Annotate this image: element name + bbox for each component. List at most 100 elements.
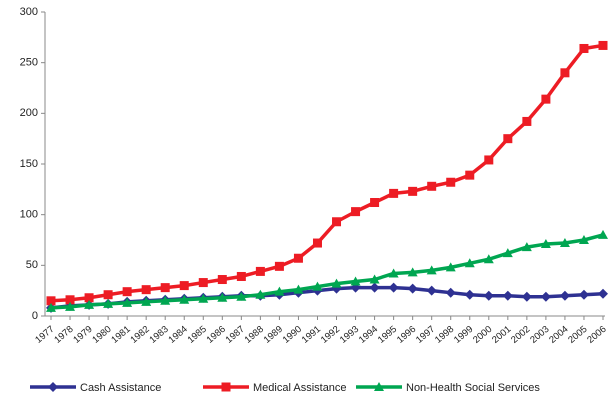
- data-point: [179, 281, 189, 291]
- data-point: [464, 289, 475, 300]
- data-point: [103, 298, 114, 308]
- data-point: [46, 302, 56, 312]
- data-point: [427, 181, 437, 191]
- data-point: [388, 268, 399, 278]
- x-tick-label: 1989: [262, 324, 285, 346]
- data-point: [559, 290, 570, 301]
- data-point: [141, 285, 151, 295]
- x-tick-label: 1991: [300, 324, 323, 346]
- legend-label: Cash Assistance: [80, 382, 161, 394]
- data-point: [331, 278, 342, 288]
- y-tick-label: 200: [20, 107, 38, 119]
- data-point: [160, 295, 171, 305]
- data-point: [578, 235, 589, 244]
- data-point: [141, 296, 152, 306]
- x-tick-label: 1977: [33, 324, 56, 346]
- x-tick-label: 1981: [109, 324, 132, 346]
- legend-marker: [221, 382, 231, 392]
- data-point: [484, 155, 494, 165]
- data-point: [445, 262, 456, 272]
- data-point: [446, 177, 456, 187]
- data-point: [274, 286, 285, 296]
- x-tick-label: 1986: [205, 324, 228, 346]
- data-point: [255, 266, 265, 276]
- data-point: [65, 301, 76, 311]
- data-point: [217, 292, 228, 302]
- data-point: [103, 290, 113, 300]
- data-point: [236, 291, 247, 301]
- data-point: [560, 68, 570, 78]
- data-point: [84, 299, 95, 309]
- data-point: [408, 186, 418, 196]
- data-point: [388, 282, 399, 293]
- data-point: [255, 289, 266, 299]
- data-point: [217, 275, 227, 285]
- data-point: [46, 296, 56, 306]
- data-point: [598, 288, 608, 299]
- data-point: [122, 297, 133, 307]
- data-point: [598, 229, 608, 239]
- data-point: [332, 217, 342, 227]
- x-tick-label: 1980: [90, 324, 113, 346]
- data-point: [521, 291, 532, 302]
- data-point: [198, 278, 208, 288]
- x-tick-label: 1990: [281, 324, 304, 346]
- x-tick-label: 1979: [71, 324, 94, 346]
- x-tick-label: 1999: [452, 324, 475, 346]
- data-point: [445, 287, 456, 298]
- y-tick-label: 150: [20, 158, 38, 170]
- x-tick-label: 2005: [566, 324, 589, 346]
- x-tick-label: 2006: [585, 324, 608, 346]
- x-tick-label: 1988: [243, 324, 266, 346]
- data-point: [312, 281, 323, 291]
- series-line: [50, 43, 604, 303]
- data-point: [559, 238, 570, 248]
- legend-label: Medical Assistance: [253, 382, 347, 394]
- x-tick-label: 1994: [357, 324, 380, 346]
- data-point: [503, 134, 513, 144]
- x-tick-label: 2004: [547, 324, 570, 346]
- x-tick-label: 1983: [147, 324, 170, 346]
- x-tick-label: 1992: [319, 324, 342, 346]
- series-line: [50, 233, 604, 310]
- x-tick-label: 2002: [509, 324, 532, 346]
- x-tick-label: 2000: [471, 324, 494, 346]
- data-point: [426, 265, 437, 275]
- data-point: [84, 293, 94, 303]
- x-tick-label: 1993: [338, 324, 361, 346]
- data-point: [483, 254, 494, 264]
- x-tick-label: 1987: [224, 324, 247, 346]
- legend-marker: [374, 382, 384, 391]
- data-point: [160, 283, 170, 293]
- data-point: [369, 282, 380, 293]
- data-point: [122, 287, 132, 297]
- data-point: [65, 295, 75, 305]
- data-point: [350, 276, 361, 286]
- data-point: [522, 116, 532, 126]
- data-point: [312, 238, 322, 248]
- data-point: [598, 40, 608, 50]
- data-point: [464, 258, 475, 268]
- x-tick-label: 1998: [433, 324, 456, 346]
- data-point: [293, 284, 304, 294]
- data-point: [370, 198, 380, 208]
- x-tick-label: 1995: [376, 324, 399, 346]
- y-tick-label: 250: [20, 57, 38, 69]
- y-tick-label: 0: [32, 310, 38, 322]
- data-point: [236, 271, 246, 281]
- legend-marker: [48, 382, 58, 392]
- data-point: [407, 267, 418, 277]
- data-point: [579, 43, 589, 53]
- data-point: [274, 261, 284, 271]
- data-point: [483, 290, 494, 301]
- data-point: [369, 274, 380, 284]
- data-point: [293, 253, 303, 263]
- x-tick-label: 2001: [490, 324, 513, 346]
- data-point: [521, 242, 532, 252]
- x-tick-label: 1996: [395, 324, 418, 346]
- data-point: [198, 293, 209, 303]
- data-point: [502, 248, 513, 258]
- data-point: [502, 290, 513, 301]
- data-point: [426, 285, 437, 296]
